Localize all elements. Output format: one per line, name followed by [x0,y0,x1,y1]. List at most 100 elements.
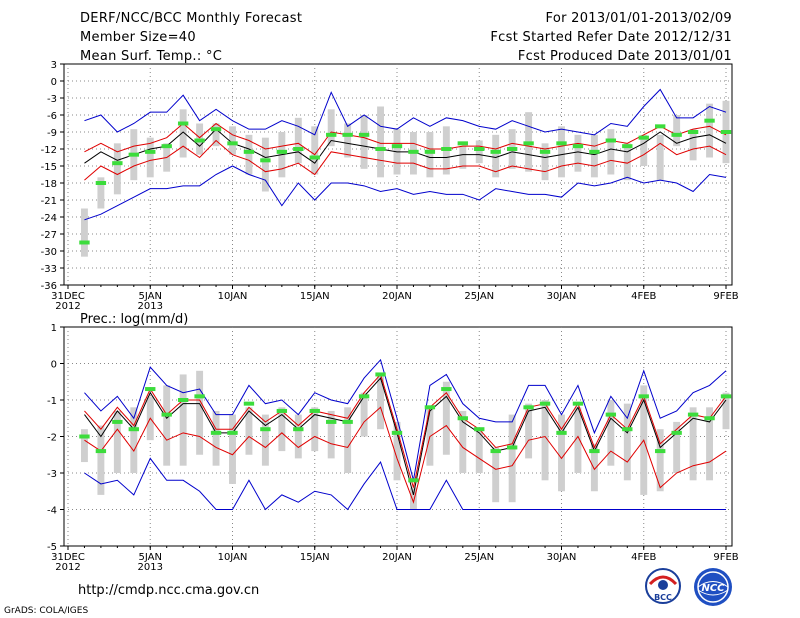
prec-range-bar [656,429,664,492]
temp-observed-marker [293,147,304,151]
prec-observed-marker [194,394,205,399]
prec-range-bar [673,421,681,473]
temp-ytick-label: -12 [41,145,57,156]
prec-observed-marker [655,449,666,454]
prec-range-bar [722,392,730,430]
temp-observed-marker [79,240,90,245]
prec-observed-marker [358,394,370,399]
temp-ytick-label: -9 [47,128,57,139]
prec-xtick-label: 10JAN [218,552,248,563]
prec-observed-marker [210,430,222,435]
temp-observed-marker [441,147,452,151]
prec-observed-marker [95,449,107,454]
temp-xtick-sublabel: 2012 [55,301,80,312]
temp-observed-marker [687,130,699,134]
prec-range-bar [360,392,368,437]
temp-range-bar [261,137,269,192]
temp-observed-marker [457,141,468,146]
fcst-produced: Fcst Produced Date 2013/01/01 [517,49,732,64]
chart-title: DERF/NCC/BCC Monthly Forecast [80,11,303,26]
prec-xtick-label: 15JAN [300,552,330,563]
prec-range-bar [80,429,88,463]
temp-range-bar [459,146,467,169]
temp-ytick-label: -36 [41,281,57,292]
prec-observed-marker [408,478,419,483]
temp-observed-marker [309,155,320,160]
temp-ytick-label: -18 [41,179,57,190]
variable-label: Mean Surf. Temp.: °C [80,49,223,64]
temp-ytick-label: 3 [51,60,57,71]
prec-range-bar [541,400,549,481]
temp-range-bar [475,140,483,164]
temp-observed-marker [704,118,715,123]
temp-observed-marker [572,144,584,149]
temp-observed-marker [539,149,551,154]
prec-range-bar [344,407,352,473]
temp-range-bar [492,134,500,178]
prec-xtick-label: 9FEB [713,552,738,563]
grads-credit: GrADS: COLA/IGES [4,606,89,616]
prec-observed-marker [589,449,600,454]
prec-range-bar [97,425,105,495]
prec-range-bar [409,487,417,510]
temp-observed-marker [243,149,255,154]
prec-observed-marker [441,387,452,392]
prec-ytick-label: -1 [47,396,57,407]
footer-url[interactable]: http://cmdp.ncc.cma.gov.cn [78,583,260,598]
prec-observed-marker [490,449,501,454]
prec-xtick-label: 31DEC [51,552,85,563]
prec-series-min [84,457,726,511]
prec-range-bar [245,407,253,455]
temp-range-bar [377,106,385,178]
prec-range-bar [393,421,401,481]
temp-xtick-label: 30JAN [547,291,577,302]
prec-observed-marker [605,412,617,417]
prec-observed-marker [474,427,485,432]
temp-observed-marker [95,181,107,185]
prec-range-bar [212,410,220,466]
temp-range-bar [327,109,335,147]
prec-range-bar [196,370,204,455]
prec-observed-marker [260,427,271,432]
temp-range-bar [574,134,582,172]
bcc-logo-text: BCC [654,593,672,602]
prec-observed-marker [523,405,534,410]
prec-series-mean-sd [84,406,727,504]
temp-range-bar [344,123,352,158]
temp-range-bar [212,123,220,147]
temp-observed-marker [276,149,288,154]
prec-observed-marker [128,427,139,432]
temp-ytick-label: -3 [47,94,57,105]
temp-range-bar [689,129,697,161]
temp-observed-marker [424,149,436,154]
temp-xtick-label: 9FEB [713,291,738,302]
prec-range-bar [278,407,286,452]
prec-range-bar [475,429,483,473]
temp-observed-marker [375,147,386,151]
prec-series-mean-sd [84,373,727,488]
prec-range-bar [525,403,533,459]
prec-xtick-sublabel: 2012 [55,562,80,573]
prec-series-ensemble-mean [84,377,727,496]
temp-range-bar [706,103,714,158]
temp-range-bar [245,134,253,175]
prec-observed-marker [457,416,468,421]
temp-range-bar [80,208,88,257]
prec-range-bar [459,410,467,473]
temp-range-bar [656,134,664,181]
temp-range-bar [113,143,121,195]
prec-range-bar [327,410,335,459]
prec-observed-marker [177,398,189,402]
temp-range-bar [146,137,154,178]
prec-ytick-label: -3 [47,469,57,480]
prec-range-bar [590,443,598,492]
temp-xtick-label: 31DEC [51,291,85,302]
temp-ytick-label: -6 [47,111,57,122]
temp-xtick-label: 25JAN [464,291,494,302]
prec-observed-marker [622,427,633,432]
fcst-started: Fcst Started Refer Date 2012/12/31 [490,30,732,45]
prec-observed-marker [506,445,518,450]
prec-ytick-label: -2 [47,433,57,444]
prec-range-bar [492,447,500,503]
